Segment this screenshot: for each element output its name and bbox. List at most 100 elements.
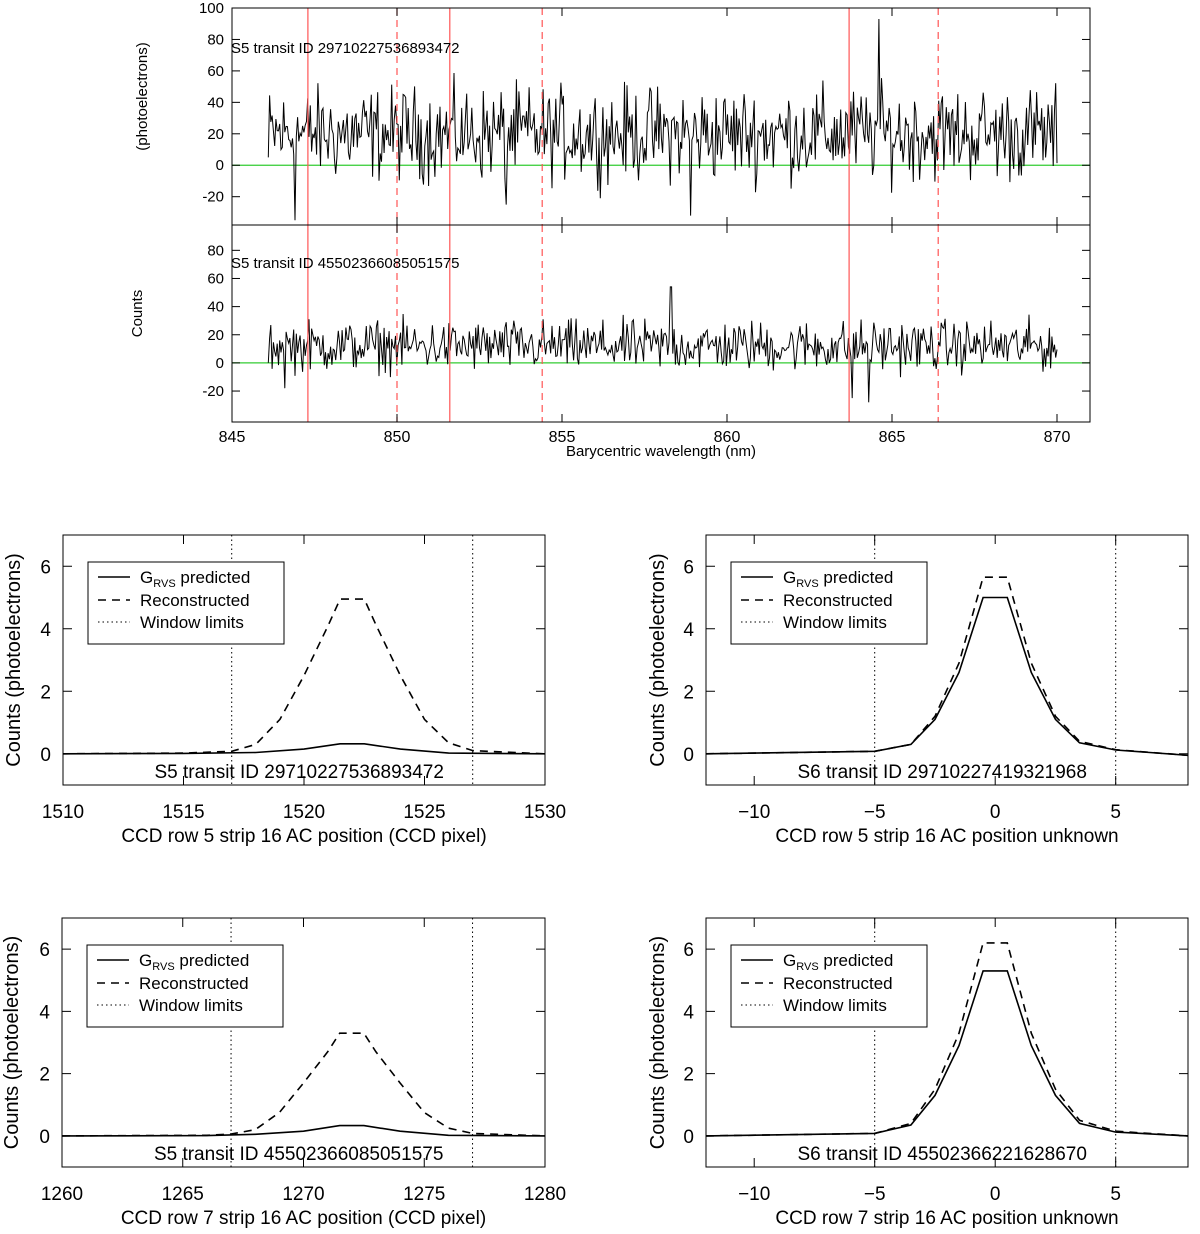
x-axis-label: CCD row 5 strip 16 AC position (CCD pixe… <box>121 826 486 847</box>
x-tick-label: 1275 <box>403 1184 445 1205</box>
y-tick-label: 4 <box>683 620 694 641</box>
panel-label: S5 transit ID 29710227536893472 <box>231 40 460 57</box>
y-axis-label: Counts (photoelectrons) <box>3 553 25 766</box>
panel-title: S5 transit ID 29710227536893472 <box>154 762 443 783</box>
spectrum-signal-line <box>267 18 1058 221</box>
y-tick-label: 80 <box>207 31 224 48</box>
profile-frame <box>705 534 1189 786</box>
x-tick-label: 865 <box>879 429 906 446</box>
legend-window-label: Window limits <box>140 613 244 632</box>
profile-panel-4: 0 2 4 6 −10 −5 0 5 S6 transit ID 455023662216286… <box>647 917 1189 1229</box>
y-tick-label: 2 <box>39 1065 50 1086</box>
x-tick-label: 1510 <box>42 802 84 823</box>
y-tick-label: 0 <box>40 745 51 766</box>
y-axis-label: Counts (photoelectrons) <box>1 936 23 1149</box>
y-axis-label: Counts <box>129 290 146 338</box>
y-tick-label: 4 <box>39 1002 50 1023</box>
y-tick-label: 4 <box>683 1002 694 1023</box>
legend-predicted-suffix: predicted <box>819 568 894 587</box>
y-tick-label: 80 <box>207 242 224 259</box>
y-tick-label: 6 <box>39 940 50 961</box>
legend-g: G <box>139 951 152 970</box>
x-tick-label: 870 <box>1044 429 1071 446</box>
x-tick-label: 845 <box>219 429 246 446</box>
y-axis-label: Counts (photoelectrons) <box>647 936 669 1149</box>
predicted-curve <box>706 970 1188 1137</box>
x-axis-label: Barycentric wavelength (nm) <box>566 443 756 460</box>
legend-g-subscript: RVS <box>153 578 175 590</box>
y-tick-label: 0 <box>39 1127 50 1148</box>
y-tick-label: 6 <box>683 557 694 578</box>
legend-box <box>730 561 928 645</box>
legend-reconstructed-label: Reconstructed <box>783 591 893 610</box>
y-tick-label: 6 <box>40 557 51 578</box>
y-tick-label: 0 <box>216 355 224 372</box>
legend-g: G <box>783 568 796 587</box>
y-tick-label: 6 <box>683 940 694 961</box>
x-tick-label: 860 <box>714 429 741 446</box>
x-tick-label: 1280 <box>524 1184 566 1205</box>
x-tick-label: 0 <box>990 1184 1001 1205</box>
legend-reconstructed-label: Reconstructed <box>783 974 893 993</box>
y-tick-label: 2 <box>683 682 694 703</box>
spectrum-chart: -20 0 20 40 60 80 100 S5 transit ID 29710227536… <box>129 0 1091 460</box>
legend-box <box>86 944 284 1028</box>
x-tick-label: 5 <box>1110 1184 1121 1205</box>
y-tick-label: -20 <box>202 189 224 206</box>
legend-g-subscript: RVS <box>796 578 818 590</box>
x-axis-label: CCD row 7 strip 16 AC position unknown <box>775 1208 1118 1229</box>
legend-reconstructed-label: Reconstructed <box>139 974 249 993</box>
x-tick-label: 5 <box>1110 802 1121 823</box>
profile-charts: 0 2 4 6 1510 1515 1520 1525 1530 S5 transit ID 29… <box>1 534 1189 1229</box>
y-tick-label: 60 <box>207 270 224 287</box>
legend-predicted-label: GRVS predicted <box>783 568 893 590</box>
profile-panel-1: 0 2 4 6 1510 1515 1520 1525 1530 S5 transit ID 29… <box>3 534 566 847</box>
x-tick-label: 855 <box>549 429 576 446</box>
spectrum-frame <box>231 224 1091 423</box>
panel-title: S5 transit ID 45502366085051575 <box>154 1144 443 1165</box>
profile-panel-3: 0 2 4 6 1260 1265 1270 1275 1280 S5 transit ID 45… <box>1 917 566 1229</box>
legend-g: G <box>783 951 796 970</box>
y-tick-label: 100 <box>199 0 224 17</box>
y-tick-label: -20 <box>202 383 224 400</box>
legend-predicted-label: GRVS predicted <box>140 568 250 590</box>
legend-g: G <box>140 568 153 587</box>
x-tick-label: 1265 <box>162 1184 204 1205</box>
x-tick-label: 1260 <box>41 1184 83 1205</box>
x-axis-label: CCD row 5 strip 16 AC position unknown <box>775 826 1118 847</box>
y-tick-label: 0 <box>216 157 224 174</box>
y-tick-label: 2 <box>40 682 51 703</box>
legend-window-label: Window limits <box>783 613 887 632</box>
x-axis-label: CCD row 7 strip 16 AC position (CCD pixe… <box>121 1208 486 1229</box>
spectrum-panel-2: -20 0 20 40 60 80 S5 transit ID 45502366085051… <box>129 224 1091 423</box>
x-tick-label: 850 <box>384 429 411 446</box>
y-tick-label: 40 <box>207 299 224 316</box>
y-tick-label: 40 <box>207 94 224 111</box>
y-tick-label: 20 <box>207 126 224 143</box>
x-tick-label: −5 <box>864 1184 886 1205</box>
legend-window-label: Window limits <box>783 996 887 1015</box>
reconstructed-curve <box>706 942 1188 1137</box>
legend-reconstructed-label: Reconstructed <box>140 591 250 610</box>
y-tick-label: 2 <box>683 1065 694 1086</box>
legend-predicted-suffix: predicted <box>176 568 251 587</box>
y-tick-label: 20 <box>207 327 224 344</box>
predicted-curve <box>63 743 545 755</box>
x-tick-label: 1520 <box>283 802 325 823</box>
x-tick-label: 0 <box>990 802 1001 823</box>
predicted-curve <box>706 596 1188 757</box>
legend-predicted-label: GRVS predicted <box>139 951 249 973</box>
legend-box <box>87 561 285 645</box>
reconstructed-curve <box>62 1032 545 1137</box>
profile-frame <box>705 917 1189 1168</box>
y-axis-label: (photoelectrons) <box>134 42 151 150</box>
legend-predicted-suffix: predicted <box>175 951 250 970</box>
predicted-curve <box>62 1124 545 1137</box>
y-axis-label: Counts (photoelectrons) <box>647 553 669 766</box>
profile-panel-2: 0 2 4 6 −10 −5 0 5 S6 transit ID 297102274193219… <box>647 534 1189 847</box>
y-tick-label: 4 <box>40 620 51 641</box>
x-tick-label: −10 <box>738 1184 770 1205</box>
